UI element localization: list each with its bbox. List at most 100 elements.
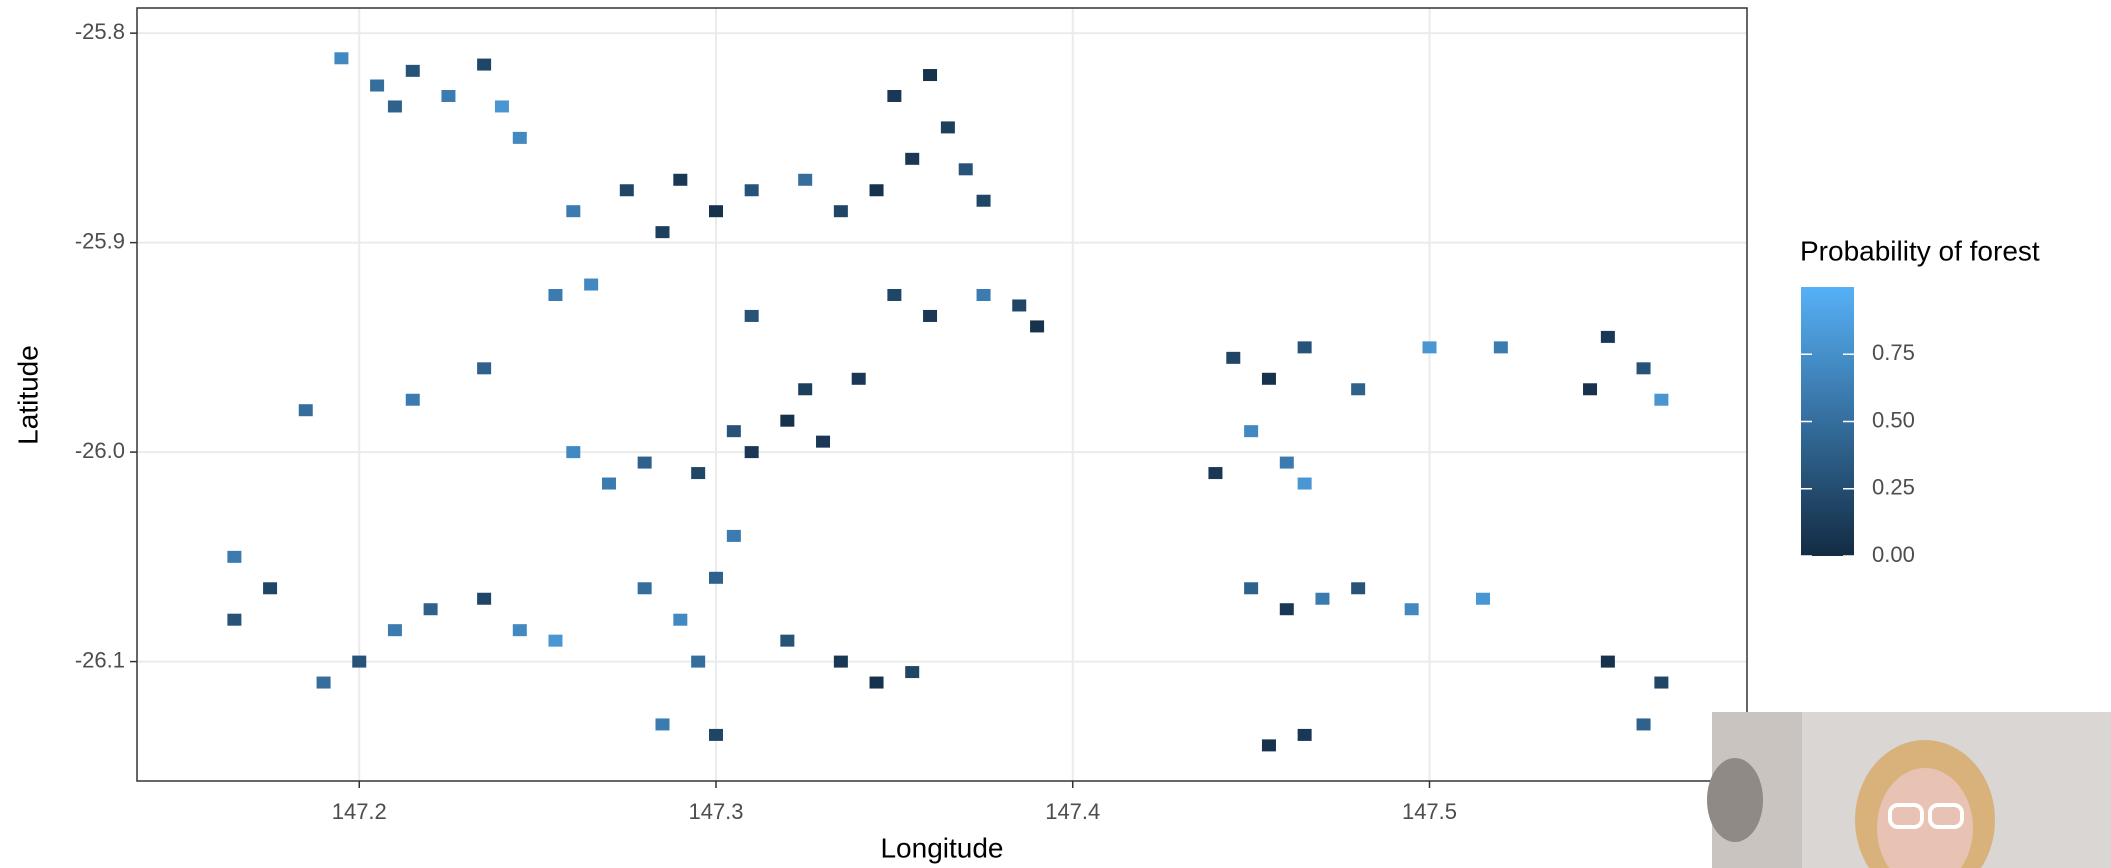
raster-cell bbox=[566, 446, 581, 459]
raster-cell bbox=[709, 728, 724, 741]
raster-cell bbox=[387, 624, 402, 637]
panel-border bbox=[136, 7, 1748, 782]
raster-cell bbox=[726, 529, 741, 542]
raster-cell bbox=[1476, 592, 1491, 605]
raster-cell bbox=[601, 477, 616, 490]
raster-cell bbox=[1030, 320, 1045, 333]
raster-cell bbox=[548, 288, 563, 301]
raster-cell bbox=[726, 425, 741, 438]
raster-cell bbox=[1583, 383, 1598, 396]
raster-cell bbox=[1244, 425, 1259, 438]
raster-cell bbox=[816, 435, 831, 448]
x-tick-label: 147.4 bbox=[1045, 799, 1100, 824]
x-axis-title: Longitude bbox=[880, 832, 1003, 863]
raster-cell bbox=[923, 309, 938, 322]
raster-cell bbox=[1493, 341, 1508, 354]
y-tick-label: -26.0 bbox=[75, 438, 125, 463]
raster-cell bbox=[227, 613, 242, 626]
x-tick-label: 147.5 bbox=[1402, 799, 1457, 824]
raster bbox=[227, 52, 1669, 752]
raster-cell bbox=[1012, 299, 1027, 312]
raster-cell bbox=[423, 603, 438, 616]
raster-cell bbox=[744, 446, 759, 459]
raster-cell bbox=[905, 152, 920, 165]
raster-cell bbox=[584, 278, 599, 291]
panel bbox=[137, 8, 1747, 781]
axes: 147.2 147.3 147.4 147.5 -25.8 -25.9 -26.0 -26.1 bbox=[75, 19, 1457, 824]
raster-cell bbox=[1297, 728, 1312, 741]
raster-cell bbox=[976, 288, 991, 301]
colorbar-label: 0.75 bbox=[1872, 340, 1915, 365]
raster-cell bbox=[405, 393, 420, 406]
raster-cell bbox=[316, 676, 331, 689]
raster-cell bbox=[1315, 592, 1330, 605]
raster-cell bbox=[619, 184, 634, 197]
colorbar-label: 0.50 bbox=[1872, 407, 1915, 432]
raster-cell bbox=[958, 163, 973, 176]
raster-cell bbox=[1654, 393, 1669, 406]
raster-cell bbox=[940, 121, 955, 134]
raster-cell bbox=[227, 550, 242, 563]
legend-title: Probability of forest bbox=[1800, 235, 2040, 266]
raster-cell bbox=[1244, 582, 1259, 595]
y-tick-label: -25.8 bbox=[75, 19, 125, 44]
raster-cell bbox=[1422, 341, 1437, 354]
raster-cell bbox=[263, 582, 278, 595]
raster-cell bbox=[1404, 603, 1419, 616]
raster-cell bbox=[1351, 582, 1366, 595]
raster-cell bbox=[673, 173, 688, 186]
x-tick-label: 147.2 bbox=[332, 799, 387, 824]
raster-cell bbox=[655, 226, 670, 239]
raster-cell bbox=[405, 64, 420, 77]
raster-cell bbox=[1279, 603, 1294, 616]
raster-cell bbox=[905, 666, 920, 679]
raster-cell bbox=[1636, 718, 1651, 731]
raster-cell bbox=[798, 173, 813, 186]
raster-cell bbox=[1297, 341, 1312, 354]
raster-cell bbox=[1636, 362, 1651, 375]
raster-cell bbox=[1279, 456, 1294, 469]
raster-cell bbox=[387, 100, 402, 113]
raster-cell bbox=[869, 184, 884, 197]
raster-cell bbox=[1351, 383, 1366, 396]
y-tick-label: -25.9 bbox=[75, 228, 125, 253]
raster-cell bbox=[1226, 351, 1241, 364]
raster-cell bbox=[1297, 477, 1312, 490]
raster-cell bbox=[673, 613, 688, 626]
x-tick-label: 147.3 bbox=[688, 799, 743, 824]
raster-cell bbox=[709, 205, 724, 218]
raster-cell bbox=[1208, 467, 1223, 480]
y-tick-label: -26.1 bbox=[75, 647, 125, 672]
raster-cell bbox=[851, 372, 866, 385]
raster-cell bbox=[1654, 676, 1669, 689]
raster-cell bbox=[1600, 655, 1615, 668]
raster-cell bbox=[655, 718, 670, 731]
raster-cell bbox=[744, 309, 759, 322]
raster-cell bbox=[441, 89, 456, 102]
raster-cell bbox=[566, 205, 581, 218]
y-axis-title: Latitude bbox=[12, 345, 43, 445]
legend: 0.00 0.25 0.50 0.75 bbox=[1801, 340, 1915, 567]
raster-cell bbox=[548, 634, 563, 647]
raster-cell bbox=[477, 592, 492, 605]
raster-cell bbox=[298, 404, 313, 417]
colorbar-label: 0.25 bbox=[1872, 475, 1915, 500]
raster-cell bbox=[512, 624, 527, 637]
raster-cell bbox=[887, 89, 902, 102]
colorbar-label: 0.00 bbox=[1872, 542, 1915, 567]
raster-cell bbox=[709, 571, 724, 584]
raster-cell bbox=[1600, 330, 1615, 343]
raster-cell bbox=[477, 362, 492, 375]
raster-cell bbox=[780, 634, 795, 647]
raster-cell bbox=[833, 655, 848, 668]
raster-cell bbox=[477, 58, 492, 71]
raster-cell bbox=[352, 655, 367, 668]
raster-cell bbox=[1261, 372, 1276, 385]
grid bbox=[137, 8, 1747, 781]
webcam-overlay bbox=[1707, 712, 2111, 868]
raster-cell bbox=[869, 676, 884, 689]
raster-cell bbox=[1261, 739, 1276, 752]
raster-cell bbox=[923, 69, 938, 82]
raster-cell bbox=[512, 131, 527, 144]
